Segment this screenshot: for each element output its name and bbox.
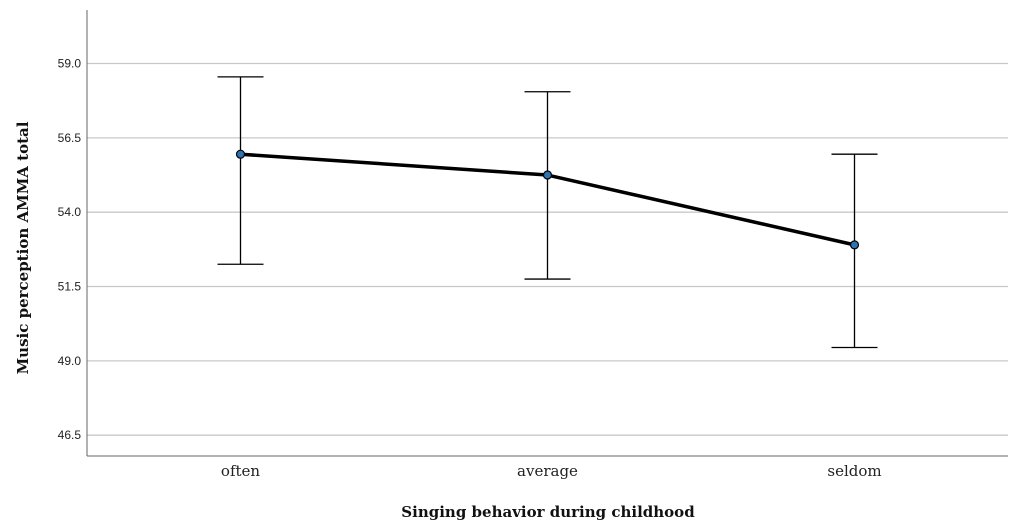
error-bars <box>217 76 878 349</box>
x-axis-title: Singing behavior during childhood <box>401 503 695 521</box>
y-axis-title: Music perception AMMA total <box>14 121 32 374</box>
error-bar <box>524 91 571 280</box>
data-points <box>235 149 860 250</box>
y-tick-label: 59.0 <box>58 57 82 71</box>
data-point <box>542 170 553 180</box>
y-tick-label: 51.5 <box>58 280 82 294</box>
y-tick-label: 56.5 <box>58 131 82 145</box>
error-bar <box>831 153 878 349</box>
data-point <box>235 149 246 159</box>
x-tick-label: seldom <box>827 462 881 480</box>
y-tick-label: 54.0 <box>58 205 82 219</box>
y-tick-labels: 46.5 49.0 51.5 54.0 56.5 59.0 <box>58 57 82 443</box>
y-tick-label: 46.5 <box>58 428 82 442</box>
x-tick-labels: often average seldom <box>221 462 882 480</box>
data-point <box>849 240 860 250</box>
x-tick-label: average <box>517 462 578 480</box>
x-tick-label: often <box>221 462 260 480</box>
axes <box>86 10 1008 457</box>
y-tick-label: 49.0 <box>58 354 82 368</box>
error-bar <box>217 76 264 265</box>
